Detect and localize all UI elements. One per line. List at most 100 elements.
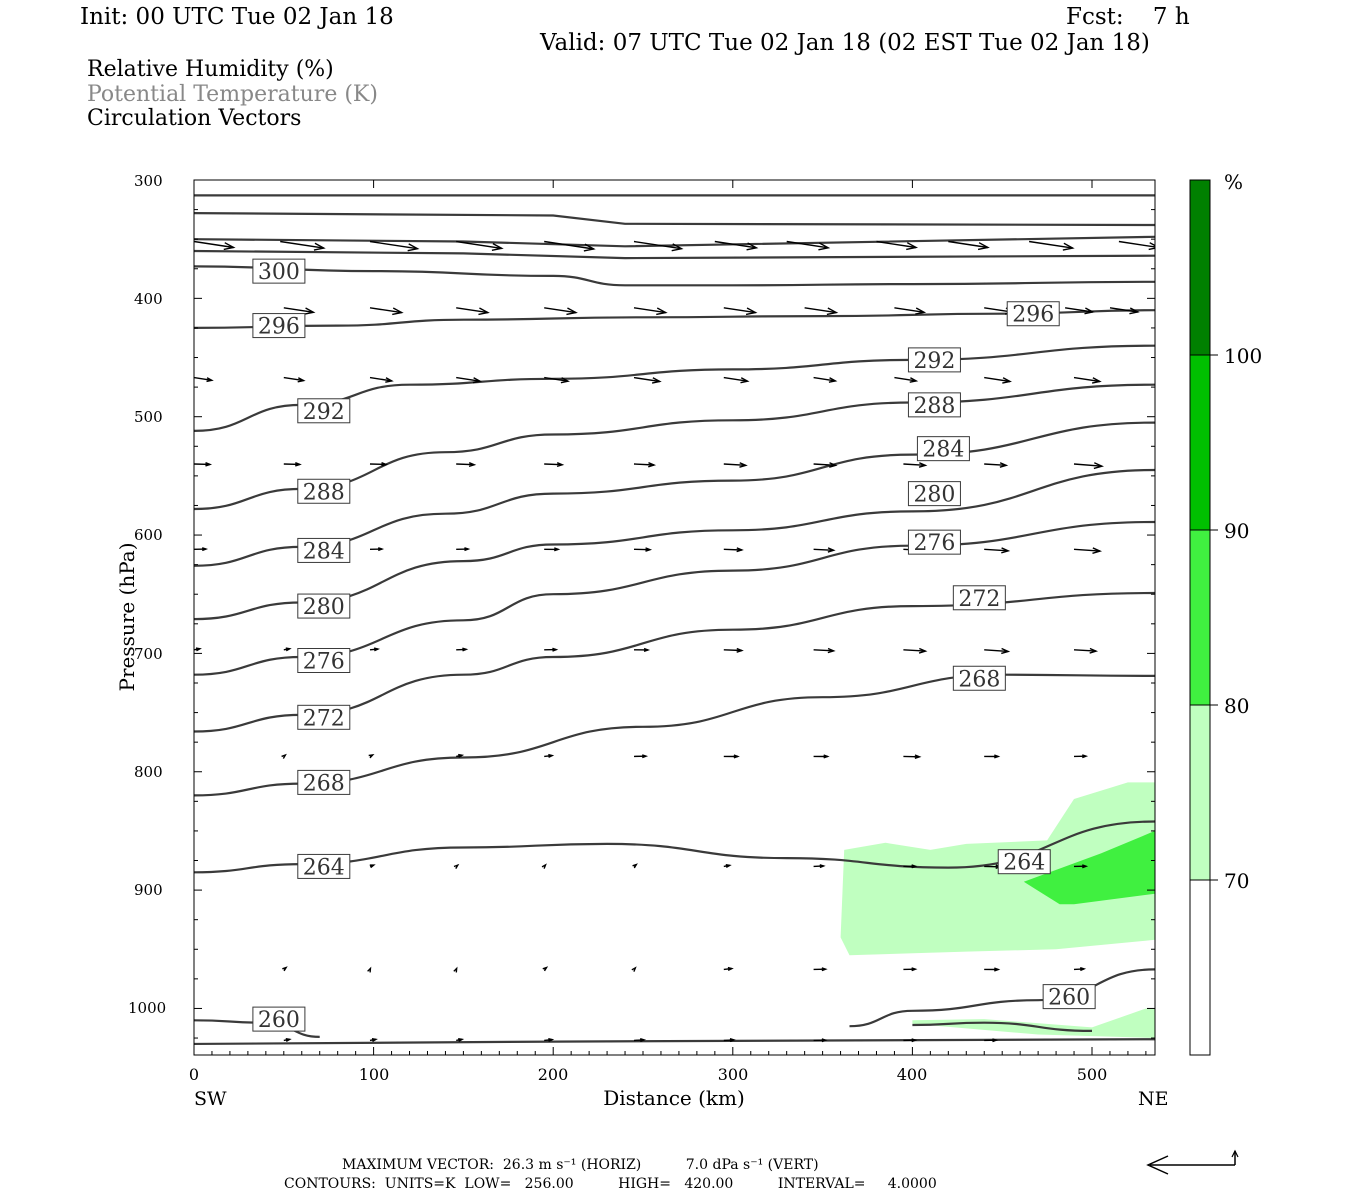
contour-label: 288 bbox=[297, 478, 351, 505]
circulation-vector bbox=[723, 307, 758, 316]
vector-head bbox=[827, 647, 836, 654]
vector-shaft bbox=[280, 240, 324, 249]
legend-theta: Potential Temperature (K) bbox=[87, 82, 378, 107]
circulation-vector bbox=[813, 462, 838, 468]
reference-vector bbox=[1146, 1149, 1239, 1175]
vector-head bbox=[367, 966, 372, 973]
vector-head bbox=[994, 754, 1001, 759]
contour-label-text: 260 bbox=[258, 1008, 300, 1033]
x-end-label-sw: SW bbox=[194, 1088, 227, 1110]
contour-label: 284 bbox=[297, 537, 351, 564]
contour-label-text: 288 bbox=[913, 394, 955, 419]
vector-shaft bbox=[456, 307, 489, 314]
circulation-vector bbox=[194, 376, 214, 383]
y-tick-label: 800 bbox=[134, 763, 163, 781]
contour-label-box bbox=[297, 537, 351, 563]
circulation-vector bbox=[282, 966, 288, 972]
contour-label: 280 bbox=[907, 481, 961, 508]
x-tick-label: 0 bbox=[189, 1065, 199, 1084]
circulation-vector bbox=[1073, 864, 1089, 869]
vector-shaft bbox=[723, 463, 746, 466]
vector-shaft bbox=[369, 376, 392, 382]
circulation-vector bbox=[984, 754, 1001, 759]
legend-vectors: Circulation Vectors bbox=[87, 106, 302, 131]
contour-label-text: 276 bbox=[303, 650, 345, 675]
vector-shaft bbox=[813, 649, 834, 652]
y-tick-label: 700 bbox=[134, 645, 163, 663]
y-tick-label: 600 bbox=[134, 526, 163, 544]
circulation-vector bbox=[453, 966, 458, 973]
vector-head bbox=[826, 307, 839, 316]
vector-head bbox=[541, 863, 547, 869]
vector-head bbox=[829, 462, 838, 468]
vector-head bbox=[911, 864, 918, 869]
contour-label-box bbox=[952, 665, 1006, 691]
vector-shaft bbox=[894, 307, 925, 313]
vector-head bbox=[631, 966, 637, 972]
vector-head bbox=[914, 754, 922, 759]
circulation-vector bbox=[632, 863, 638, 869]
contour-label-text: 300 bbox=[258, 260, 300, 285]
circulation-vector bbox=[369, 240, 420, 252]
contour-label-box bbox=[252, 1006, 306, 1032]
contour-label-text: 268 bbox=[958, 667, 1000, 692]
theta-contour-line bbox=[194, 235, 1155, 248]
vector-head bbox=[736, 647, 744, 653]
contour-label: 296 bbox=[1006, 301, 1060, 328]
valid-time: Valid: 07 UTC Tue 02 Jan 18 (02 EST Tue … bbox=[540, 30, 1150, 56]
circulation-vector bbox=[1073, 376, 1102, 384]
contour-label: 276 bbox=[297, 648, 351, 675]
circulation-vector bbox=[903, 754, 922, 759]
circulation-vector bbox=[813, 1038, 828, 1043]
circulation-vector bbox=[723, 547, 744, 553]
x-tick-label: 200 bbox=[538, 1065, 569, 1084]
vector-head bbox=[736, 547, 744, 553]
circulation-vector bbox=[984, 376, 1012, 384]
colorbar-level-70: 70 bbox=[1224, 869, 1249, 893]
contour-label-box bbox=[907, 347, 961, 373]
vector-shaft bbox=[456, 463, 475, 466]
vector-shaft bbox=[1073, 376, 1100, 383]
circulation-vector bbox=[813, 547, 836, 553]
vector-shaft bbox=[1109, 307, 1138, 313]
circulation-vector bbox=[723, 647, 744, 653]
vector-shaft bbox=[1064, 307, 1093, 313]
circulation-vector bbox=[283, 376, 306, 383]
forecast-hour: Fcst: 7 h bbox=[1066, 4, 1190, 30]
vector-head bbox=[583, 243, 596, 252]
contour-labels: 300 296 296 292 292 288 288 284 284 280 280 276 276 2… bbox=[252, 258, 1096, 1033]
vector-shaft bbox=[1073, 548, 1101, 552]
x-tick-label: 300 bbox=[718, 1065, 749, 1084]
vector-head bbox=[911, 967, 918, 972]
vector-head bbox=[645, 547, 653, 552]
circulation-vector bbox=[876, 240, 919, 251]
vector-head bbox=[458, 753, 465, 758]
colorbar-segment-80 bbox=[1189, 529, 1211, 706]
colorbar-level-80: 80 bbox=[1224, 694, 1249, 718]
theta-contour-line bbox=[849, 968, 1155, 1028]
vector-shaft bbox=[714, 240, 757, 249]
y-axis-title: Pressure (hPa) bbox=[115, 543, 139, 692]
circulation-vector bbox=[1028, 240, 1075, 251]
vector-shaft bbox=[1073, 649, 1097, 652]
colorbar: % 70 80 90 100 bbox=[1189, 170, 1262, 1056]
circulation-vector bbox=[456, 462, 477, 468]
vector-shaft bbox=[948, 240, 989, 249]
vector-head bbox=[671, 243, 684, 252]
vector-shaft bbox=[723, 548, 742, 551]
circulation-vector bbox=[894, 376, 919, 383]
vector-head bbox=[206, 377, 214, 383]
circulation-vector bbox=[283, 1037, 292, 1042]
vector-head bbox=[745, 307, 758, 316]
vector-shaft bbox=[283, 307, 314, 313]
vector-head bbox=[472, 377, 482, 384]
vector-head bbox=[918, 462, 928, 468]
vector-head bbox=[453, 863, 460, 869]
contour-label-text: 264 bbox=[303, 855, 345, 880]
vector-head bbox=[453, 966, 458, 973]
circulation-vector bbox=[813, 754, 830, 759]
circulation-vector bbox=[369, 307, 404, 316]
circulation-vector bbox=[456, 753, 465, 758]
vector-head bbox=[458, 1037, 465, 1042]
circulation-vector bbox=[813, 647, 836, 654]
